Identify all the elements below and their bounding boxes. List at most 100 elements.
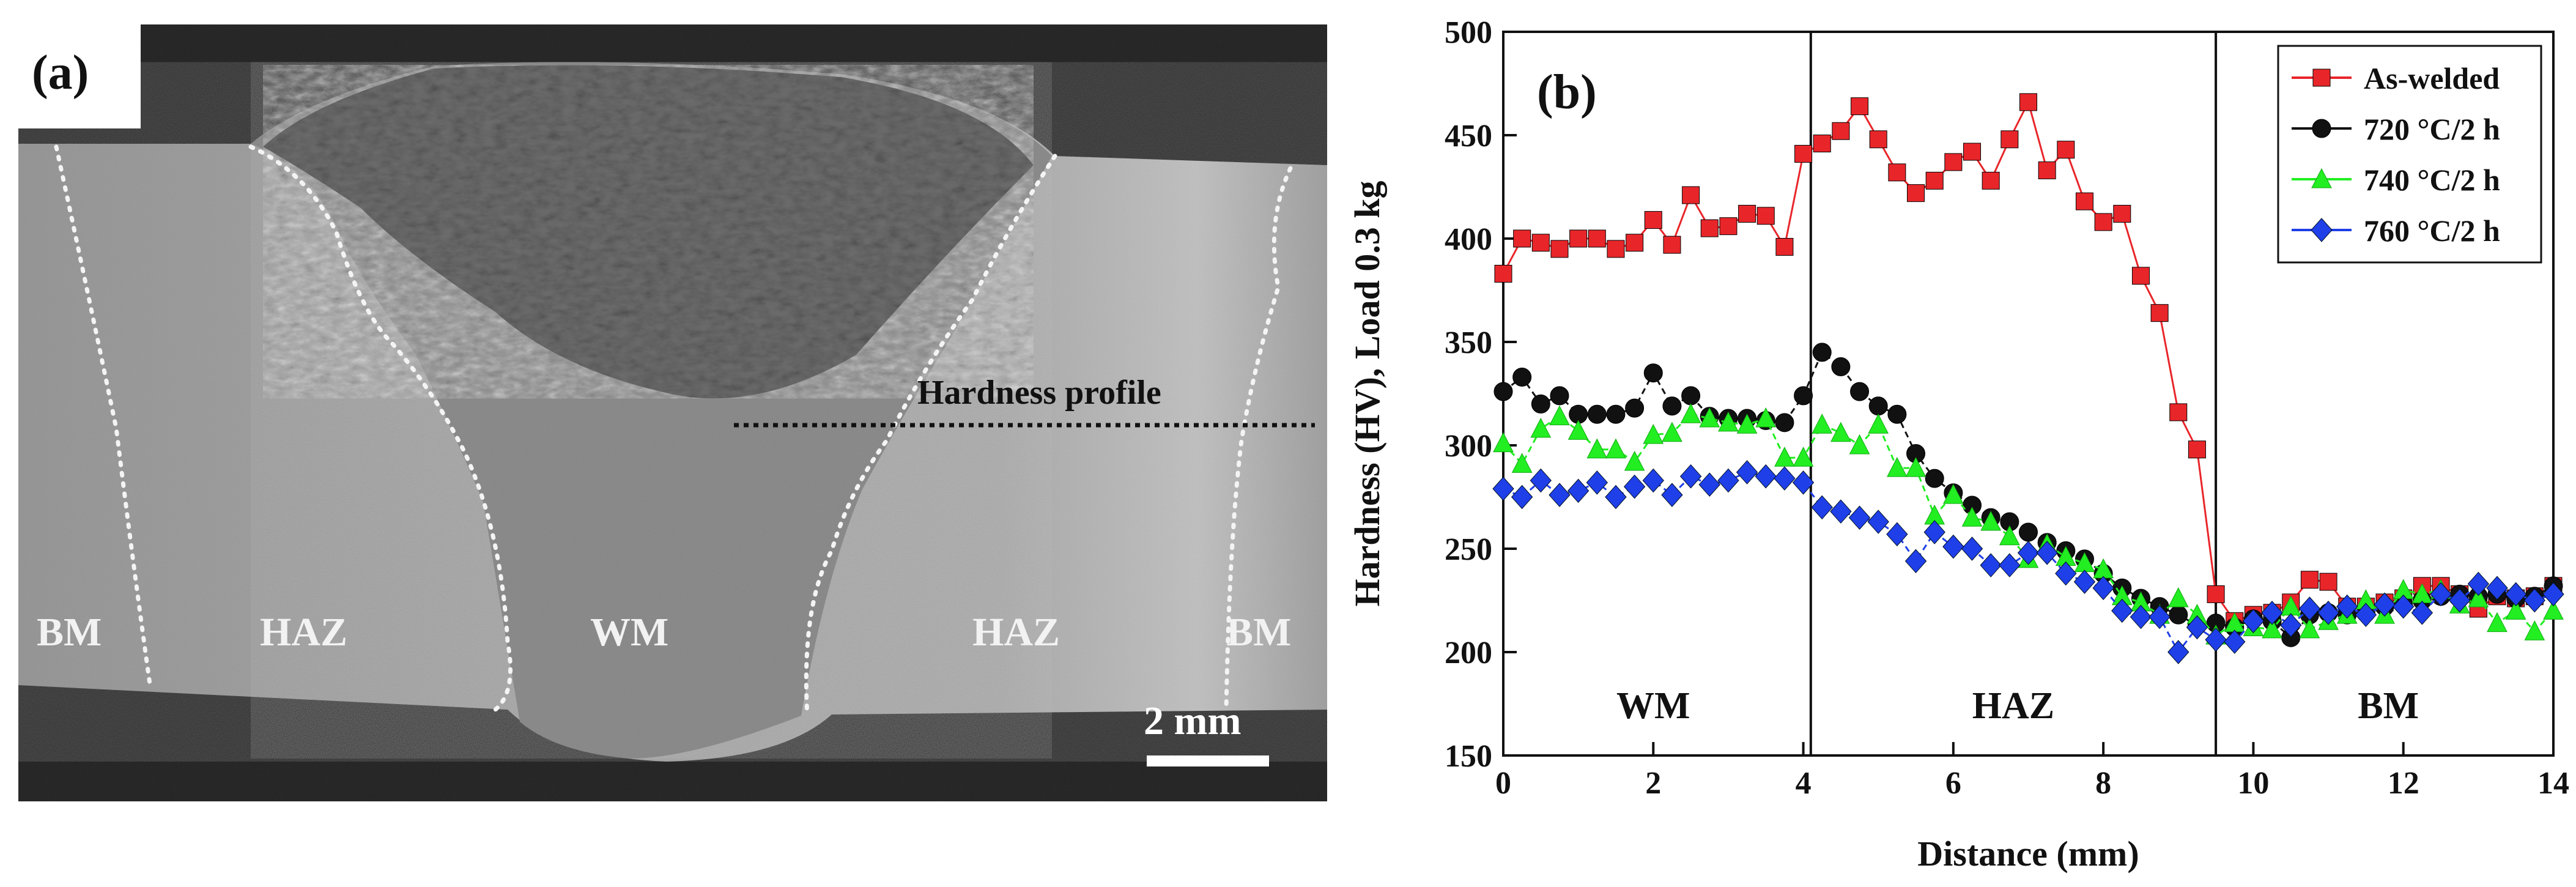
hardness-profile-label: Hardness profile — [917, 374, 1161, 412]
data-point-as-welded — [1738, 204, 1756, 223]
data-point-740-c-2-h — [1586, 438, 1608, 459]
data-point-740-c-2-h — [1849, 434, 1870, 455]
data-point-as-welded — [1550, 240, 1569, 258]
data-point-740-c-2-h — [1812, 414, 1833, 434]
data-point-760-c-2-h — [2298, 596, 2321, 621]
panel-a-label-box — [18, 24, 141, 128]
data-point-760-c-2-h — [1867, 510, 1889, 534]
data-point-760-c-2-h — [1774, 466, 1796, 491]
zone-label-wm: WM — [1616, 685, 1690, 727]
data-point-as-welded — [1494, 264, 1512, 283]
data-point-740-c-2-h — [1905, 457, 1926, 477]
series-line-740-c-2-h — [1502, 413, 2555, 637]
data-point-as-welded — [1907, 184, 1925, 202]
data-point-740-c-2-h — [2262, 618, 2282, 639]
data-point-740-c-2-h — [1549, 405, 1570, 426]
data-point-760-c-2-h — [2111, 598, 2133, 623]
data-point-as-welded — [2300, 571, 2319, 589]
data-point-as-welded — [2188, 440, 2206, 459]
data-point-760-c-2-h — [2261, 601, 2283, 625]
data-point-720-c-2-h — [2169, 605, 2188, 625]
data-point-as-welded — [1588, 229, 1606, 248]
data-point-as-welded — [1775, 238, 1794, 256]
data-point-760-c-2-h — [1830, 499, 1852, 524]
data-point-720-c-2-h — [1887, 404, 1907, 424]
data-point-760-c-2-h — [2036, 541, 2058, 565]
data-point-740-c-2-h — [2505, 599, 2526, 620]
y-tick-label: 300 — [1445, 429, 1492, 464]
data-point-760-c-2-h — [1792, 470, 1815, 495]
data-point-760-c-2-h — [1717, 468, 1739, 493]
data-point-760-c-2-h — [2017, 541, 2040, 565]
data-point-740-c-2-h — [2524, 620, 2545, 640]
data-point-760-c-2-h — [2073, 570, 2096, 594]
columnar-grain-region — [263, 65, 1034, 399]
scale-bar — [1147, 755, 1269, 766]
data-point-720-c-2-h — [1850, 382, 1870, 401]
data-point-760-c-2-h — [1942, 534, 1964, 559]
data-point-760-c-2-h — [2149, 604, 2171, 629]
data-point-760-c-2-h — [2449, 588, 2471, 613]
data-point-720-c-2-h — [1587, 404, 1607, 424]
data-point-760-c-2-h — [1848, 505, 1871, 530]
x-axis-title: Distance (mm) — [1917, 834, 2139, 874]
panel-a-label: (a) — [32, 46, 89, 100]
x-tick-label: 0 — [1495, 766, 1511, 801]
data-point-760-c-2-h — [2505, 582, 2527, 607]
data-point-740-c-2-h — [1961, 507, 1983, 527]
data-point-760-c-2-h — [1623, 474, 1646, 499]
x-tick-label: 6 — [1945, 766, 1961, 801]
data-point-as-welded — [1513, 229, 1531, 248]
haz-wm-boundary-left — [248, 144, 513, 712]
data-point-740-c-2-h — [1643, 424, 1664, 444]
data-point-as-welded — [1682, 186, 1700, 204]
data-point-as-welded — [1925, 171, 1944, 190]
data-point-720-c-2-h — [1625, 398, 1645, 418]
data-point-as-welded — [1794, 144, 1813, 163]
data-point-760-c-2-h — [2167, 640, 2189, 664]
data-point-as-welded — [2057, 141, 2075, 159]
data-point-760-c-2-h — [1567, 478, 1590, 503]
data-point-760-c-2-h — [1980, 553, 2002, 577]
data-point-760-c-2-h — [1886, 522, 1908, 547]
x-tick-label: 2 — [1645, 766, 1661, 801]
data-point-as-welded — [1644, 211, 1662, 229]
legend-label: As-welded — [2364, 61, 2500, 95]
series-as-welded — [1494, 93, 2563, 630]
data-point-760-c-2-h — [1698, 472, 1720, 497]
zone-label-haz: HAZ — [1972, 685, 2054, 727]
data-point-720-c-2-h — [1531, 394, 1550, 414]
data-point-as-welded — [1626, 234, 1644, 252]
data-point-720-c-2-h — [1794, 386, 1813, 406]
zone-label-bm-right: BM — [1226, 610, 1291, 655]
data-point-740-c-2-h — [1999, 525, 2020, 546]
data-point-760-c-2-h — [1811, 495, 1833, 520]
data-point-740-c-2-h — [2468, 587, 2489, 607]
x-tick-label: 14 — [2537, 766, 2569, 801]
data-point-760-c-2-h — [2486, 576, 2508, 600]
data-point-as-welded — [1569, 229, 1588, 248]
data-point-as-welded — [1851, 97, 1869, 116]
scale-bar-label: 2 mm — [1144, 699, 1241, 743]
data-point-720-c-2-h — [1681, 386, 1701, 406]
legend-label: 760 °C/2 h — [2364, 213, 2500, 248]
hardness-chart: 0 2 4 6 8 10 12 14 150 200 250 300 350 400 450 500 Dista… — [1347, 15, 2569, 874]
data-point-740-c-2-h — [1624, 450, 1645, 471]
data-point-760-c-2-h — [1492, 477, 1514, 501]
data-point-740-c-2-h — [1868, 414, 1889, 434]
data-point-as-welded — [1700, 219, 1719, 237]
zone-label-haz-right: HAZ — [972, 610, 1060, 655]
zone-label-haz-left: HAZ — [260, 610, 347, 655]
data-point-720-c-2-h — [1775, 413, 1794, 432]
data-point-760-c-2-h — [1736, 460, 1758, 484]
data-point-720-c-2-h — [1925, 469, 1944, 488]
data-point-760-c-2-h — [1661, 483, 1683, 507]
data-point-760-c-2-h — [2523, 588, 2546, 613]
data-point-as-welded — [1531, 234, 1550, 252]
data-point-720-c-2-h — [1868, 396, 1888, 416]
data-point-760-c-2-h — [2242, 609, 2265, 634]
data-point-as-welded — [2169, 403, 2188, 421]
data-point-as-welded — [1663, 236, 1681, 254]
data-point-as-welded — [2113, 204, 2131, 223]
data-point-760-c-2-h — [1999, 553, 2021, 577]
